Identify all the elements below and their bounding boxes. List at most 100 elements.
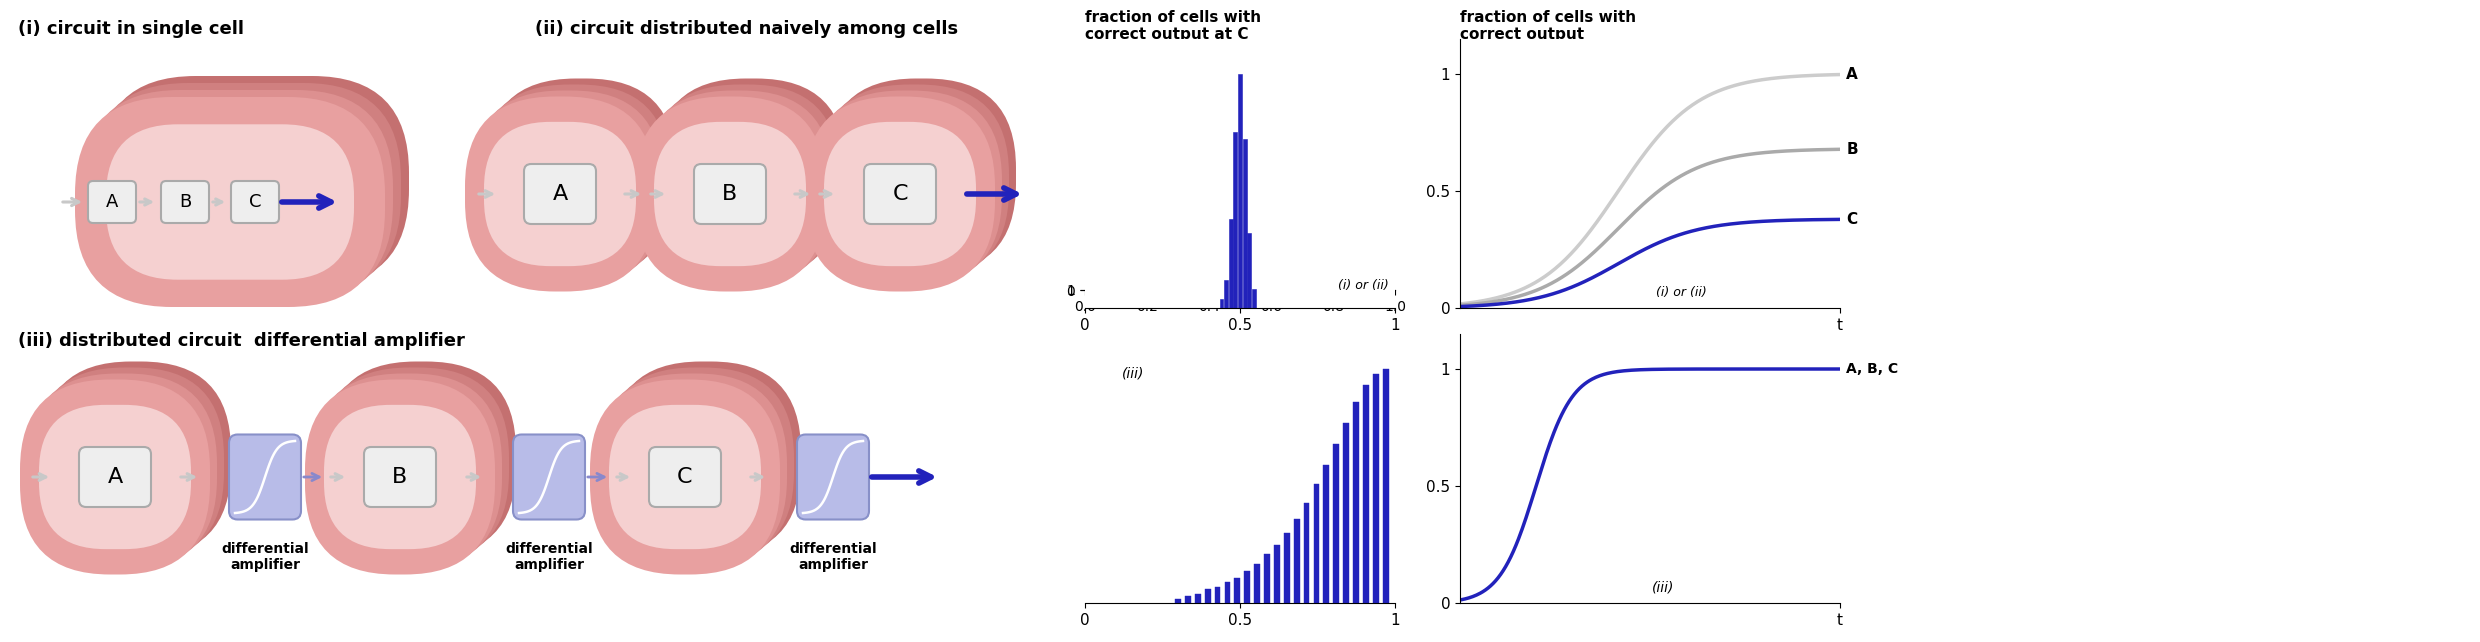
FancyBboxPatch shape bbox=[655, 122, 806, 266]
Text: B: B bbox=[722, 184, 737, 204]
FancyBboxPatch shape bbox=[27, 374, 218, 569]
FancyBboxPatch shape bbox=[806, 96, 994, 291]
Bar bbox=[1324, 465, 1329, 603]
FancyBboxPatch shape bbox=[82, 90, 392, 300]
Bar bbox=[1255, 564, 1260, 603]
Bar bbox=[1354, 402, 1359, 603]
FancyBboxPatch shape bbox=[47, 399, 198, 543]
Bar bbox=[1344, 423, 1349, 603]
FancyBboxPatch shape bbox=[52, 393, 206, 537]
Text: C: C bbox=[1845, 212, 1858, 227]
FancyBboxPatch shape bbox=[337, 393, 491, 537]
Bar bbox=[1245, 571, 1250, 603]
FancyBboxPatch shape bbox=[161, 181, 208, 223]
FancyBboxPatch shape bbox=[675, 104, 826, 248]
Bar bbox=[1185, 596, 1190, 603]
FancyBboxPatch shape bbox=[650, 85, 838, 279]
Bar bbox=[1205, 589, 1210, 603]
FancyBboxPatch shape bbox=[231, 181, 278, 223]
FancyBboxPatch shape bbox=[107, 125, 355, 280]
Bar bbox=[1364, 385, 1369, 603]
Text: A: A bbox=[107, 193, 119, 211]
Bar bbox=[1238, 74, 1242, 308]
Text: (i) or (ii): (i) or (ii) bbox=[1339, 279, 1389, 292]
FancyBboxPatch shape bbox=[330, 399, 484, 543]
FancyBboxPatch shape bbox=[325, 361, 516, 557]
FancyBboxPatch shape bbox=[657, 78, 846, 273]
FancyBboxPatch shape bbox=[818, 85, 1009, 279]
FancyBboxPatch shape bbox=[486, 78, 677, 273]
FancyBboxPatch shape bbox=[523, 164, 595, 224]
Text: C: C bbox=[248, 193, 260, 211]
FancyBboxPatch shape bbox=[635, 96, 826, 291]
FancyBboxPatch shape bbox=[610, 405, 761, 549]
Bar bbox=[1228, 219, 1233, 308]
FancyBboxPatch shape bbox=[811, 91, 1002, 286]
FancyBboxPatch shape bbox=[42, 361, 231, 557]
FancyBboxPatch shape bbox=[823, 122, 977, 266]
Bar bbox=[1304, 503, 1309, 603]
FancyBboxPatch shape bbox=[129, 103, 377, 259]
FancyBboxPatch shape bbox=[498, 110, 650, 254]
Bar bbox=[1334, 444, 1339, 603]
FancyBboxPatch shape bbox=[590, 379, 781, 575]
FancyBboxPatch shape bbox=[630, 387, 781, 531]
Text: B: B bbox=[179, 193, 191, 211]
Bar bbox=[1252, 290, 1255, 308]
Bar bbox=[1233, 132, 1238, 308]
Text: C: C bbox=[677, 467, 692, 487]
FancyBboxPatch shape bbox=[99, 76, 409, 286]
FancyBboxPatch shape bbox=[491, 116, 642, 260]
Bar bbox=[1220, 299, 1223, 308]
FancyBboxPatch shape bbox=[87, 181, 136, 223]
Bar bbox=[1176, 599, 1180, 603]
Bar bbox=[1384, 369, 1389, 603]
FancyBboxPatch shape bbox=[650, 447, 722, 507]
Text: (i) or (ii): (i) or (ii) bbox=[1657, 286, 1706, 299]
Bar bbox=[1314, 484, 1319, 603]
FancyBboxPatch shape bbox=[228, 435, 300, 519]
Text: differential
amplifier: differential amplifier bbox=[506, 542, 593, 572]
FancyBboxPatch shape bbox=[92, 83, 402, 293]
Text: A: A bbox=[1845, 67, 1858, 82]
Text: A: A bbox=[553, 184, 568, 204]
Text: differential
amplifier: differential amplifier bbox=[221, 542, 310, 572]
FancyBboxPatch shape bbox=[662, 116, 813, 260]
FancyBboxPatch shape bbox=[479, 85, 670, 279]
FancyBboxPatch shape bbox=[312, 374, 501, 569]
FancyBboxPatch shape bbox=[320, 367, 508, 562]
FancyBboxPatch shape bbox=[622, 393, 774, 537]
Bar bbox=[1295, 519, 1300, 603]
FancyBboxPatch shape bbox=[325, 405, 476, 549]
FancyBboxPatch shape bbox=[345, 387, 496, 531]
FancyBboxPatch shape bbox=[826, 78, 1017, 273]
Text: B: B bbox=[392, 467, 407, 487]
FancyBboxPatch shape bbox=[598, 374, 786, 569]
FancyBboxPatch shape bbox=[365, 447, 436, 507]
FancyBboxPatch shape bbox=[471, 91, 662, 286]
Text: C: C bbox=[893, 184, 908, 204]
Bar bbox=[1242, 139, 1247, 308]
Text: (ii) circuit distributed naively among cells: (ii) circuit distributed naively among c… bbox=[536, 20, 957, 38]
FancyBboxPatch shape bbox=[831, 116, 982, 260]
Text: (iii) distributed circuit  differential amplifier: (iii) distributed circuit differential a… bbox=[17, 332, 464, 350]
Text: fraction of cells with
correct output at C: fraction of cells with correct output at… bbox=[1086, 10, 1262, 42]
FancyBboxPatch shape bbox=[642, 91, 831, 286]
FancyBboxPatch shape bbox=[122, 110, 370, 266]
Bar bbox=[1235, 578, 1240, 603]
FancyBboxPatch shape bbox=[506, 104, 657, 248]
Bar bbox=[1195, 594, 1200, 603]
Bar bbox=[1247, 233, 1252, 308]
FancyBboxPatch shape bbox=[796, 435, 868, 519]
Bar bbox=[1265, 554, 1270, 603]
Text: (i) circuit in single cell: (i) circuit in single cell bbox=[17, 20, 243, 38]
FancyBboxPatch shape bbox=[74, 97, 384, 307]
FancyBboxPatch shape bbox=[846, 104, 997, 248]
FancyBboxPatch shape bbox=[667, 110, 821, 254]
FancyBboxPatch shape bbox=[513, 435, 585, 519]
Bar bbox=[1275, 545, 1280, 603]
FancyBboxPatch shape bbox=[838, 110, 990, 254]
Bar bbox=[1215, 587, 1220, 603]
FancyBboxPatch shape bbox=[305, 379, 496, 575]
Text: A: A bbox=[107, 467, 122, 487]
